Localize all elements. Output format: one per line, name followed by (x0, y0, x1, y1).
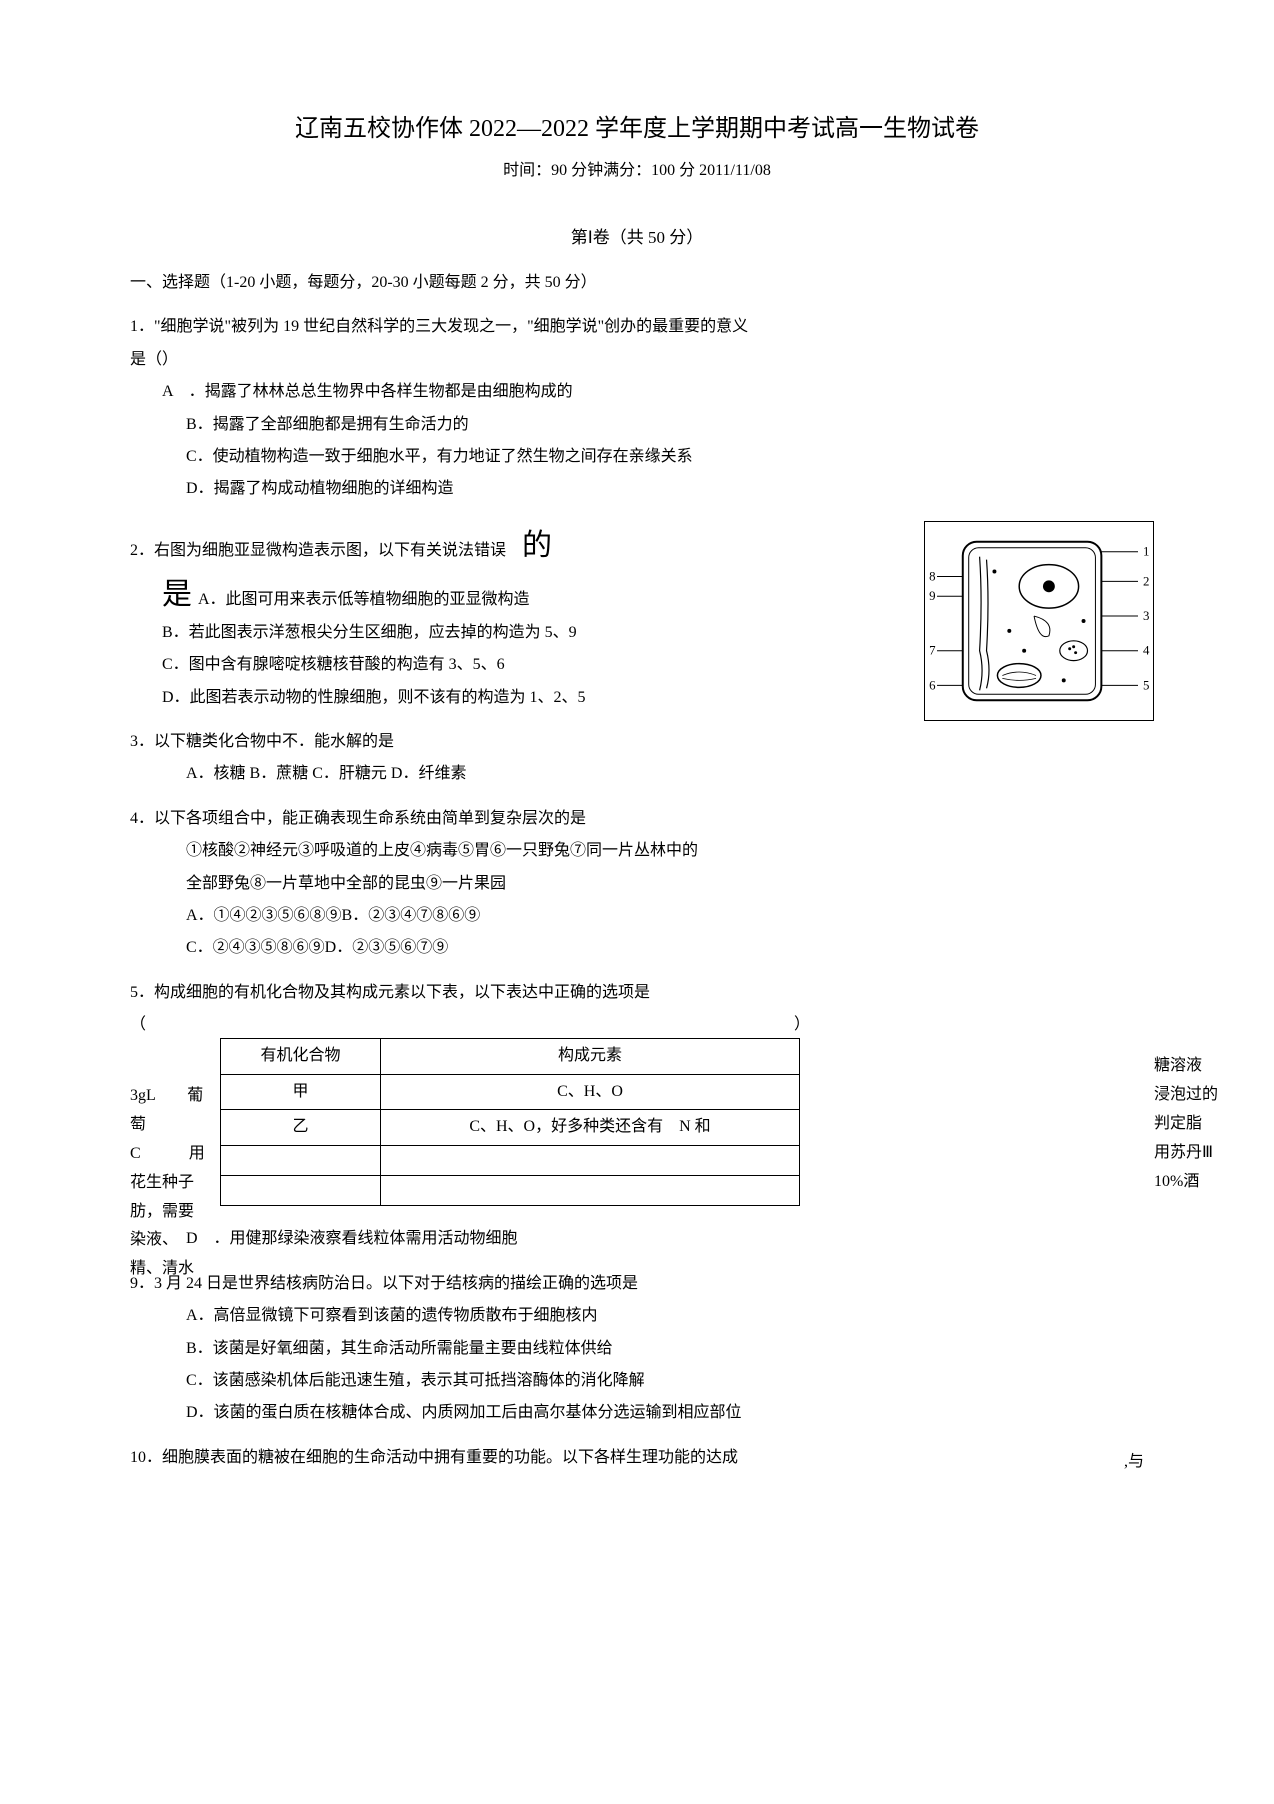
q1-option-c: C．使动植物构造一致于细胞水平，有力地证了然生物之间存在亲缘关系 (162, 444, 1144, 470)
exam-subtitle: 时间：90 分钟满分：100 分 2011/11/08 (130, 158, 1144, 184)
q2-option-c: C．图中含有腺嘧啶核糖核苷酸的构造有 3、5、6 (162, 652, 770, 678)
paren-r: ） (794, 1012, 810, 1038)
question-10: ,与 10．细胞膜表面的糖被在细胞的生命活动中拥有重要的功能。以下各样生理功能的… (130, 1445, 1144, 1471)
q2-shi: 是 (162, 570, 192, 620)
svg-text:4: 4 (1143, 643, 1150, 657)
q1-option-a: A ．揭露了林林总总生物界中各样生物都是由细胞构成的 (162, 379, 1144, 405)
svg-text:5: 5 (1143, 678, 1149, 692)
q1-option-b: B．揭露了全部细胞都是拥有生命活力的 (162, 412, 1144, 438)
section-header: 第Ⅰ卷（共 50 分） (130, 224, 1144, 252)
q9-c: C．该菌感染机体后能迅速生殖，表示其可抵挡溶酶体的消化降解 (130, 1368, 1144, 1394)
q9-d: D．该菌的蛋白质在核糖体合成、内质网加工后由高尔基体分选运输到相应部位 (130, 1400, 1144, 1426)
q2-option-b: B．若此图表示洋葱根尖分生区细胞，应去掉的构造为 5、9 (162, 620, 770, 646)
q5-right-floating-text: 糖溶液 浸泡过的 判定脂 用苏丹Ⅲ 10%酒 (1154, 1052, 1234, 1196)
q3-options: A．核糖 B．蔗糖 C．肝糖元 D．纤维素 (130, 761, 1144, 787)
qd-d: D ．用健那绿染液察看线粒体需用活动物细胞 (130, 1226, 1144, 1252)
r2c1: 乙 (221, 1110, 381, 1145)
q1-text1: 1．"细胞学说"被列为 19 世纪自然科学的三大发现之一，"细胞学说"创办的最重… (130, 314, 1144, 340)
q4-text: 4．以下各项组合中，能正确表现生命系统由简单到复杂层次的是 (130, 806, 1144, 832)
q2-option-d: D．此图若表示动物的性腺细胞，则不该有的构造为 1、2、5 (162, 685, 770, 711)
question-d-option: D ．用健那绿染液察看线粒体需用活动物细胞 (130, 1226, 1144, 1252)
q5-table: 有机化合物 构成元素 甲 C、H、O 乙 C、H、O，好多种类还含有 N 和 (220, 1038, 800, 1205)
r4c1 (221, 1175, 381, 1205)
q5-text: 5．构成细胞的有机化合物及其构成元素以下表，以下表达中正确的选项是 (130, 980, 1144, 1006)
q4-line2: 全部野兔⑧一片草地中全部的昆虫⑨一片果园 (130, 871, 1144, 897)
svg-text:9: 9 (929, 589, 935, 603)
r1c2: C、H、O (381, 1074, 800, 1109)
q1-text2: 是（） (130, 347, 1144, 373)
question-4: 4．以下各项组合中，能正确表现生命系统由简单到复杂层次的是 ①核酸②神经元③呼吸… (130, 806, 1144, 962)
q2-de: 的 (522, 521, 552, 571)
svg-text:2: 2 (1143, 574, 1149, 588)
q4-cd: C．②④③⑤⑧⑥⑨D．②③⑤⑥⑦⑨ (130, 935, 1144, 961)
question-2: 2．右图为细胞亚显微构造表示图，以下有关说法错误 的 是 A．此图可用来表示低等… (130, 521, 1144, 711)
r3c1 (221, 1145, 381, 1175)
q10-text: 10．细胞膜表面的糖被在细胞的生命活动中拥有重要的功能。以下各样生理功能的达成 (130, 1445, 1144, 1471)
question-9: 9．3 月 24 日是世界结核病防治日。以下对于结核病的描绘正确的选项是 A．高… (130, 1271, 1144, 1427)
th2: 构成元素 (381, 1039, 800, 1074)
question-3: 3．以下糖类化合物中不．能水解的是 A．核糖 B．蔗糖 C．肝糖元 D．纤维素 (130, 729, 1144, 788)
q3-text: 3．以下糖类化合物中不．能水解的是 (130, 729, 1144, 755)
q2-option-a: A．此图可用来表示低等植物细胞的亚显微构造 (198, 587, 530, 613)
r2c2: C、H、O，好多种类还含有 N 和 (381, 1110, 800, 1145)
cell-diagram: 1 2 3 4 5 6 7 8 9 (924, 521, 1154, 721)
svg-text:7: 7 (929, 643, 936, 657)
q9-text: 9．3 月 24 日是世界结核病防治日。以下对于结核病的描绘正确的选项是 (130, 1271, 1144, 1297)
q10-tail: ,与 (1124, 1449, 1144, 1475)
question-1: 1．"细胞学说"被列为 19 世纪自然科学的三大发现之一，"细胞学说"创办的最重… (130, 314, 1144, 502)
q1-option-d: D．揭露了构成动植物细胞的详细构造 (162, 476, 1144, 502)
svg-text:1: 1 (1143, 544, 1149, 558)
r1c1: 甲 (221, 1074, 381, 1109)
question-5: 5．构成细胞的有机化合物及其构成元素以下表，以下表达中正确的选项是 （ ） 3g… (130, 980, 1144, 1209)
th1: 有机化合物 (221, 1039, 381, 1074)
svg-text:6: 6 (929, 678, 936, 692)
instruction: 一、选择题（1-20 小题，每题分，20-30 小题每题 2 分，共 50 分） (130, 270, 1144, 296)
svg-text:8: 8 (929, 569, 935, 583)
q4-ab: A．①④②③⑤⑥⑧⑨B．②③④⑦⑧⑥⑨ (130, 903, 1144, 929)
exam-title: 辽南五校协作体 2022—2022 学年度上学期期中考试高一生物试卷 (130, 110, 1144, 150)
svg-text:3: 3 (1143, 609, 1149, 623)
q9-b: B．该菌是好氧细菌，其生命活动所需能量主要由线粒体供给 (130, 1336, 1144, 1362)
paren-l: （ (130, 1012, 146, 1038)
r3c2 (381, 1145, 800, 1175)
q9-a: A．高倍显微镜下可察看到该菌的遗传物质散布于细胞核内 (130, 1303, 1144, 1329)
q4-line1: ①核酸②神经元③呼吸道的上皮④病毒⑤胃⑥一只野兔⑦同一片丛林中的 (130, 838, 1144, 864)
q2-text: 2．右图为细胞亚显微构造表示图，以下有关说法错误 (130, 538, 506, 564)
q5-left-floating-text: 3gL 葡萄 C 用 花生种子 肪，需要 染液、 精、清水 (130, 1082, 210, 1284)
r4c2 (381, 1175, 800, 1205)
